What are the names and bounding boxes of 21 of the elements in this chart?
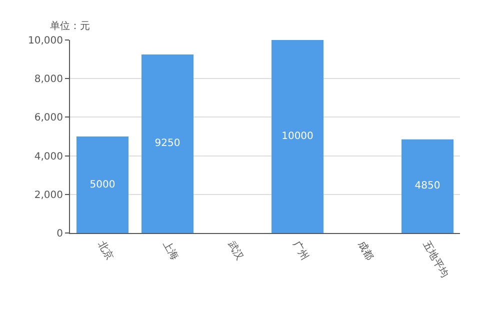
x-tick-label: 上海 bbox=[160, 239, 181, 262]
bar bbox=[76, 136, 128, 233]
x-tick-label: 武汉 bbox=[226, 239, 246, 262]
y-tick-label: 10,000 bbox=[28, 36, 63, 46]
x-tick-label: 五地平均 bbox=[420, 239, 451, 280]
bar bbox=[142, 54, 194, 233]
x-tick-label: 成都 bbox=[356, 239, 376, 262]
bar bbox=[272, 40, 324, 233]
y-tick-label: 6,000 bbox=[34, 112, 63, 124]
y-tick-label: 4,000 bbox=[34, 151, 63, 162]
y-axis-title: 单位：元 bbox=[50, 20, 90, 32]
data-label: 10000 bbox=[282, 131, 314, 142]
data-label: 4850 bbox=[414, 180, 440, 192]
y-tick-label: 8,000 bbox=[34, 74, 63, 86]
bar bbox=[402, 139, 454, 233]
y-tick-label: 2,000 bbox=[34, 190, 63, 201]
x-tick-label: 北京 bbox=[96, 239, 116, 262]
x-tick-label: 广州 bbox=[290, 239, 311, 262]
y-tick-label: 0 bbox=[56, 228, 63, 240]
data-label: 5000 bbox=[90, 179, 116, 190]
data-label: 9250 bbox=[154, 138, 180, 150]
